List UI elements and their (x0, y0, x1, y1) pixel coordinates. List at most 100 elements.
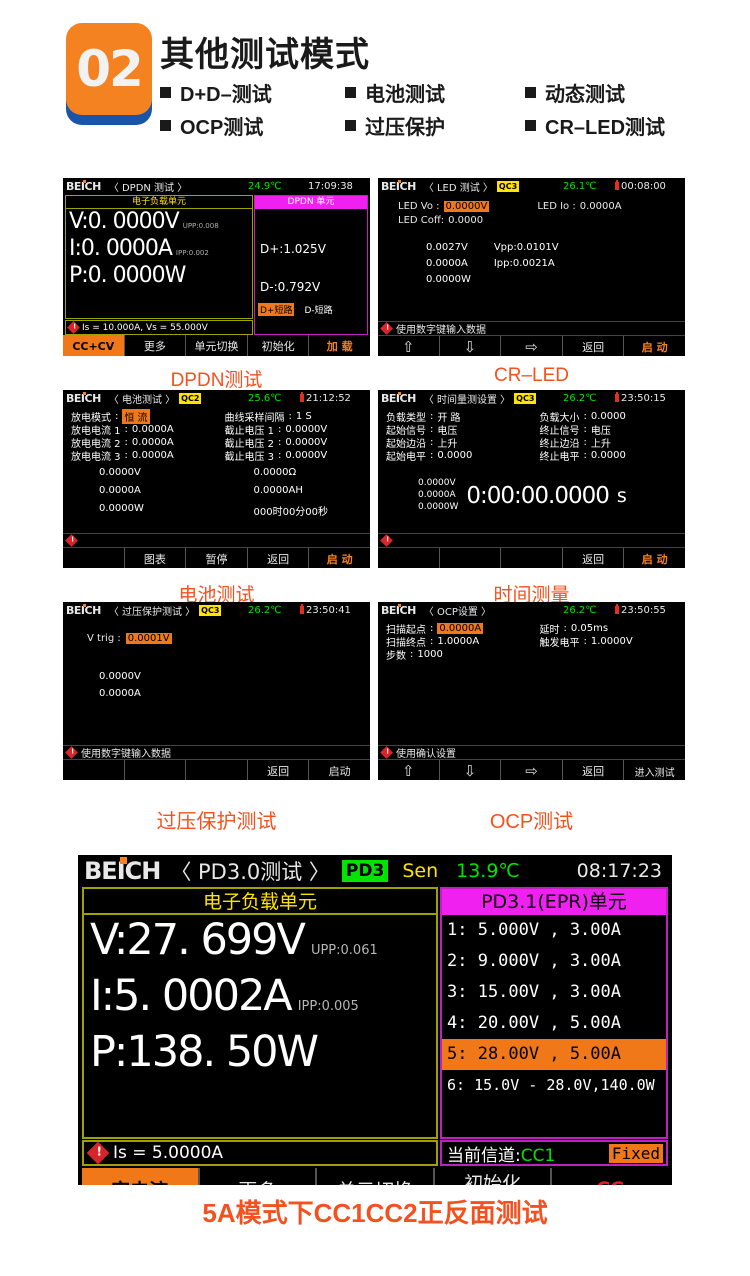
softkey-load[interactable]: 加 载 (326, 340, 353, 353)
power-value: P:138. 50W (90, 1027, 319, 1077)
dminus-short-button[interactable]: D-短路 (304, 306, 333, 316)
protocol-badge: PD3 (341, 860, 389, 882)
setting-value[interactable]: 开 路 (437, 413, 461, 424)
softkey-blank-3[interactable] (186, 760, 248, 780)
current-row: I:5. 0002A IPP:0.005 (84, 971, 436, 1027)
setting-label: 步数 (386, 651, 406, 662)
pdo-item[interactable]: 1: 5.000V , 3.00A (447, 920, 621, 940)
setting-value[interactable]: 电压 (590, 426, 611, 437)
device-topbar: BEICH 〈 过压保护测试 〉 QC3 26.2℃ 23:50:41 (63, 602, 370, 619)
softkey-init[interactable]: 初始化CC1 -> CC2 (435, 1168, 553, 1185)
setting-value[interactable]: 1 S (295, 411, 312, 422)
softkey-more[interactable]: 更多 (200, 1168, 318, 1185)
meas-voltage: 0.0000V (99, 671, 141, 682)
setting-value[interactable]: 0.0000V (285, 450, 328, 461)
softkey-start[interactable]: 启 动 (641, 553, 668, 566)
pdo-item-selected[interactable]: 5: 28.00V , 5.00A (442, 1039, 666, 1070)
battery-settings: 放电模式 :恒 流 放电电流 1 :0.0000A 放电电流 2 :0.0000… (63, 407, 371, 463)
setting-value[interactable]: 1000 (417, 649, 443, 660)
setting-value[interactable]: 0.0000A (131, 424, 174, 435)
setting-value[interactable]: 电压 (437, 426, 458, 437)
softkey-back[interactable]: 返回 (248, 548, 310, 568)
logo-dot-icon (397, 180, 401, 183)
softkey-back[interactable]: 返回 (563, 548, 625, 568)
setting-value[interactable]: 0.0000A (131, 437, 174, 448)
softkey-blank-2[interactable] (440, 548, 502, 568)
device-topbar: BEICH 〈 PD3.0测试 〉 PD3 Sen 13.9℃ 08:17:23 (78, 855, 672, 887)
setting-value[interactable]: 0.0000V (285, 437, 328, 448)
dplus-short-button[interactable]: D+短路 (258, 303, 295, 316)
setting-value[interactable]: 0.0000A (437, 623, 484, 634)
pdo-item[interactable]: 2: 9.000V , 3.00A (447, 951, 621, 971)
softkey-up[interactable]: ⇧ (378, 760, 440, 780)
setting-value[interactable]: 0.0000 (590, 450, 626, 461)
temperature-readout: 24.9℃ (248, 181, 282, 192)
softkey-blank-1[interactable] (63, 760, 125, 780)
logo-dot-icon (82, 392, 86, 395)
softkey-chart[interactable]: 图表 (125, 548, 187, 568)
setting-value[interactable]: 0.0000A (131, 450, 174, 461)
softkey-blank-1[interactable] (378, 548, 440, 568)
softkey-cccv[interactable]: CC+CV (63, 335, 125, 356)
softkey-back[interactable]: 返回 (563, 336, 625, 356)
softkey-down[interactable]: ⇩ (440, 336, 502, 356)
protocol-badge: QC3 (199, 605, 222, 616)
setting-value[interactable]: 1.0000V (590, 636, 633, 647)
setting-sep: : (278, 437, 282, 448)
pdo-item[interactable]: 4: 20.00V , 5.00A (447, 1013, 621, 1033)
softkey-start[interactable]: 启 动 (641, 341, 668, 354)
led-coff-value[interactable]: 0.0000 (448, 214, 484, 226)
softkey-right[interactable]: ⇨ (501, 760, 563, 780)
setting-value[interactable]: 0.05ms (570, 623, 609, 634)
status-text: 使用数字键输入数据 (396, 325, 486, 336)
setting-value[interactable]: 0.0000 (590, 411, 626, 422)
timer-value: 0:00:00.0000 (466, 483, 610, 509)
softkey-right[interactable]: ⇨ (501, 336, 563, 356)
setting-value[interactable]: 上升 (437, 439, 458, 450)
setpoint-text: Is = 10.000A, Vs = 55.000V (82, 322, 208, 333)
fixed-badge[interactable]: Fixed (608, 1143, 663, 1163)
clock-readout: 17:09:38 (308, 181, 353, 192)
softkey-pause[interactable]: 暂停 (186, 548, 248, 568)
setting-row: 截止电压 1 :0.0000V (224, 423, 371, 437)
pdo-item[interactable]: 6: 15.0V - 28.0V,140.0W (447, 1076, 655, 1094)
setting-value[interactable]: 1.0000A (437, 636, 480, 647)
ocp-body: 扫描起点:0.0000A 扫描终点:1.0000A 步数 :1000 延时 :0… (378, 619, 685, 745)
softkey-start[interactable]: 启动 (328, 765, 351, 778)
setting-row: 扫描终点:1.0000A (386, 635, 532, 649)
softkey-up[interactable]: ⇧ (378, 336, 440, 356)
setting-label: 延时 (539, 625, 560, 636)
setting-value[interactable]: 上升 (590, 439, 611, 450)
softkey-more[interactable]: 更多 (125, 335, 187, 356)
device-topbar: BEICH 〈 OCP设置 〉 26.2℃ 23:50:55 (378, 602, 685, 619)
softkey-unit-switch[interactable]: 单元切换 (317, 1168, 435, 1185)
setting-value[interactable]: 0.0000 (437, 450, 473, 461)
setting-row: 触发电平:1.0000V (540, 635, 686, 649)
led-vo-value[interactable]: 0.0000V (443, 200, 490, 212)
clock-readout: 23:50:15 (615, 392, 666, 404)
softkey-enter-test[interactable]: 进入测试 (634, 767, 675, 779)
softkey-unit-switch[interactable]: 单元切换 (186, 335, 248, 356)
setting-label: 放电电流 2 (71, 439, 121, 450)
softkey-back[interactable]: 返回 (563, 760, 625, 780)
softkey-constant-current[interactable]: 定电流 (82, 1168, 200, 1185)
section-number-badge: 02 (66, 23, 152, 125)
setting-label: 截止电压 1 (224, 426, 275, 437)
led-vo-row: LED Vo : 0.0000V LED Io : 0.0000A (378, 199, 685, 213)
setting-value[interactable]: 0.0000V (285, 424, 328, 435)
softkey-down[interactable]: ⇩ (440, 760, 502, 780)
softkey-back[interactable]: 返回 (248, 760, 310, 780)
pdo-item[interactable]: 3: 15.00V , 3.00A (447, 982, 621, 1002)
softkey-blank-2[interactable] (125, 760, 187, 780)
softkey-start[interactable]: 启 动 (326, 553, 353, 566)
softkey-blank-3[interactable] (501, 548, 563, 568)
softkey-cc-mode[interactable]: CC (552, 1168, 668, 1185)
softkey-init[interactable]: 初始化 (248, 335, 310, 356)
vtrig-value[interactable]: 0.0001V (125, 632, 172, 644)
setting-sep: : (124, 424, 128, 435)
battery-measurements: 0.0000V 0.0000A 0.0000W 0.0000Ω 0.0000AH… (63, 462, 370, 521)
setting-value[interactable]: 恒 流 (122, 409, 150, 424)
setting-sep: : (430, 411, 434, 422)
setting-row: 放电电流 2 :0.0000A (71, 436, 217, 450)
softkey-blank[interactable] (63, 548, 125, 568)
